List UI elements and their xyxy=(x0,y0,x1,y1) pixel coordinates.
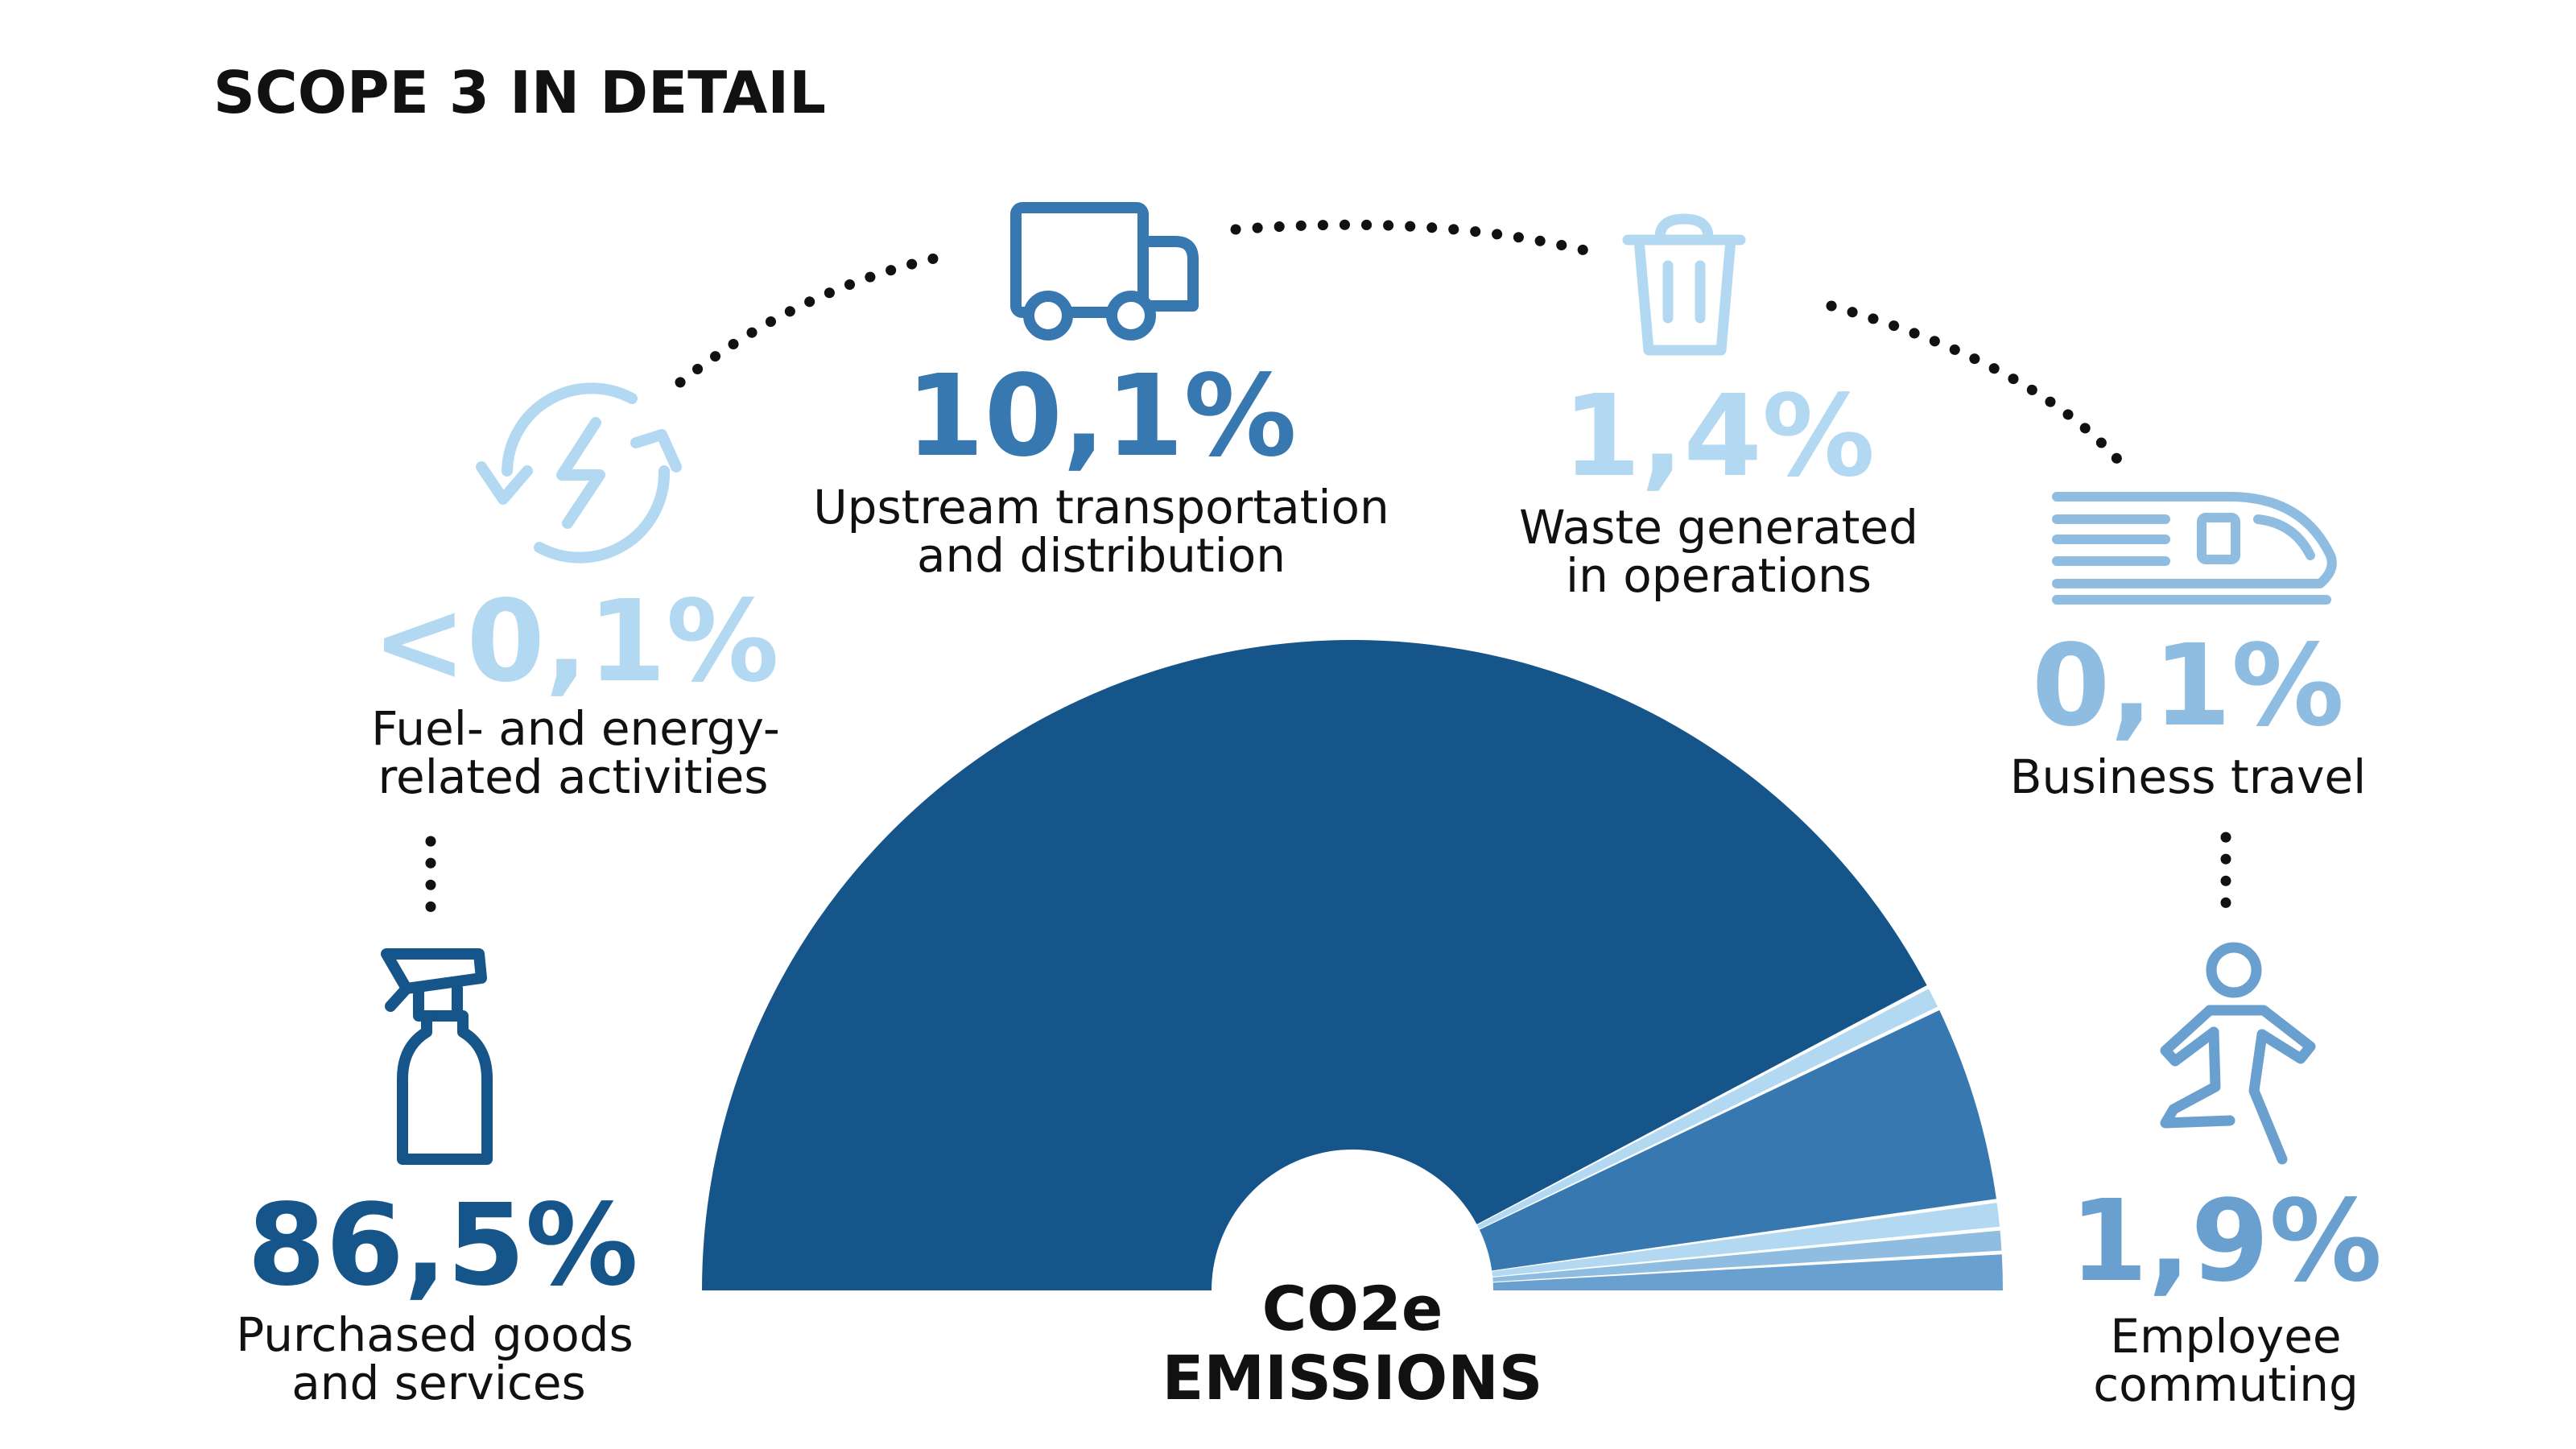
label-fuel-line1: Fuel- and energy- xyxy=(371,701,780,756)
dotted-connectors xyxy=(425,219,2231,919)
walking-person-icon xyxy=(2160,942,2316,1165)
donut-slice-commute xyxy=(1492,1254,2003,1290)
center-label-line1: CO2e xyxy=(1262,1273,1443,1344)
label-waste-line2: in operations xyxy=(1566,548,1872,603)
donut-slice-waste xyxy=(1492,1203,2000,1277)
donut-slice-fuel xyxy=(1477,989,1938,1229)
connector-upstream-waste xyxy=(1230,219,1604,259)
value-travel: 0,1% xyxy=(2032,621,2344,752)
truck-icon xyxy=(1010,202,1199,341)
donut-slice-travel xyxy=(1492,1230,2002,1282)
label-upstream-line2: and distribution xyxy=(917,528,1286,583)
value-upstream: 10,1% xyxy=(906,351,1297,482)
value-waste: 1,4% xyxy=(1563,371,1875,502)
label-waste-line1: Waste generated xyxy=(1519,500,1918,555)
spray-bottle-icon xyxy=(381,948,493,1165)
value-purchased: 86,5% xyxy=(247,1180,638,1311)
page-title: SCOPE 3 IN DETAIL xyxy=(213,59,826,126)
connector-fuel-upstream xyxy=(675,252,943,388)
label-upstream-line1: Upstream transportation xyxy=(813,480,1389,535)
label-purchased-line1: Purchased goods xyxy=(236,1307,633,1362)
label-travel-line1: Business travel xyxy=(2010,749,2366,804)
trash-bin-icon xyxy=(1622,213,1746,356)
value-fuel: <0,1% xyxy=(372,576,779,708)
donut-slice-purchased xyxy=(702,640,1927,1290)
train-icon xyxy=(2052,492,2337,605)
value-commute: 1,9% xyxy=(2070,1176,2382,1307)
center-label-line2: EMISSIONS xyxy=(1162,1342,1542,1414)
label-fuel-line2: related activities xyxy=(378,749,768,804)
donut-slice-upstream xyxy=(1479,1009,1996,1271)
half-donut-chart xyxy=(702,640,2003,1290)
energy-cycle-icon xyxy=(476,382,682,564)
label-commute-line2: commuting xyxy=(2093,1357,2359,1412)
label-commute-line1: Employee xyxy=(2110,1309,2341,1364)
label-purchased-line2: and services xyxy=(291,1356,586,1410)
